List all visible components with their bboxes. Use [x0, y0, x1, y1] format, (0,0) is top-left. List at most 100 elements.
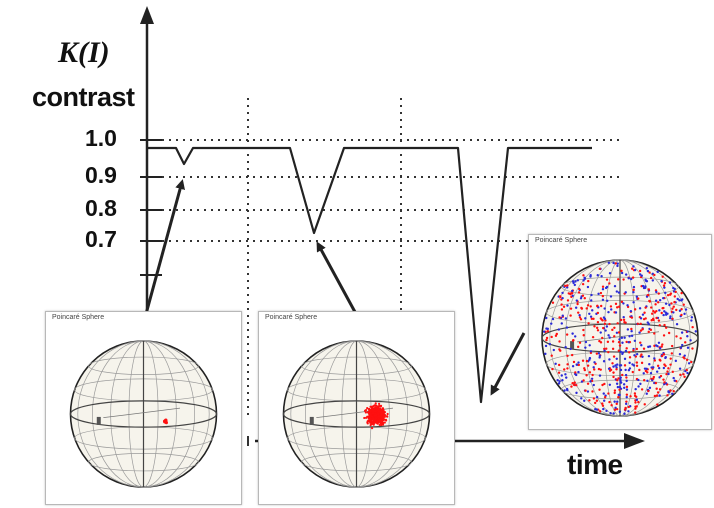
state-point	[381, 421, 385, 424]
y-tick-label-0-8: 0.8	[85, 195, 117, 221]
state-point	[672, 390, 675, 393]
state-point	[683, 357, 686, 360]
state-point	[606, 299, 609, 302]
state-point	[652, 309, 655, 313]
state-point	[620, 271, 624, 275]
state-point	[588, 371, 592, 374]
poincare-panel-2: Poincaré Sphere	[258, 311, 455, 505]
state-point	[625, 400, 628, 403]
state-point	[634, 401, 637, 404]
state-point	[664, 302, 668, 305]
state-point	[612, 371, 615, 374]
state-point	[639, 382, 642, 386]
state-point	[616, 322, 619, 325]
state-point	[634, 411, 637, 414]
state-point	[378, 408, 381, 411]
state-point	[685, 358, 689, 362]
state-point	[683, 312, 686, 316]
state-point	[643, 311, 646, 314]
state-point	[625, 395, 628, 399]
poincare-panel-3: Poincaré Sphere	[528, 234, 712, 430]
state-point	[557, 328, 561, 331]
state-point	[643, 378, 646, 382]
state-point	[613, 284, 617, 288]
state-point	[632, 349, 635, 352]
state-point	[681, 298, 684, 301]
state-point	[620, 336, 624, 340]
state-point	[587, 322, 590, 325]
state-point	[618, 385, 622, 389]
state-point	[619, 368, 623, 372]
state-point	[605, 347, 608, 350]
state-point	[673, 300, 676, 304]
state-point	[163, 420, 167, 424]
state-point	[622, 315, 625, 319]
state-point	[643, 286, 647, 290]
state-point	[655, 309, 658, 313]
state-point	[558, 340, 561, 343]
state-point	[648, 271, 651, 274]
state-point	[669, 389, 672, 392]
state-point	[558, 316, 561, 319]
state-point	[635, 398, 639, 402]
state-point	[591, 309, 594, 312]
state-point	[544, 344, 548, 348]
state-point	[577, 361, 580, 364]
state-point	[379, 422, 382, 425]
state-point	[566, 354, 569, 358]
state-point	[380, 408, 383, 411]
state-point	[663, 381, 666, 384]
state-point	[641, 313, 645, 316]
axis-line	[103, 407, 181, 419]
state-point	[682, 303, 685, 306]
state-point	[599, 304, 603, 308]
state-point	[574, 306, 578, 309]
state-point	[669, 292, 673, 295]
state-point	[603, 349, 606, 352]
state-point	[570, 292, 574, 295]
state-point	[625, 379, 628, 383]
state-point	[631, 276, 635, 279]
state-point	[617, 349, 621, 352]
state-point	[577, 363, 580, 367]
state-point	[645, 266, 649, 270]
state-point	[630, 327, 633, 331]
state-point	[551, 317, 555, 321]
state-point	[661, 275, 664, 278]
state-point	[617, 305, 621, 308]
state-point	[575, 373, 578, 377]
poincare-sphere-1	[69, 340, 218, 488]
state-point	[601, 404, 605, 407]
state-point	[673, 295, 677, 298]
state-point	[632, 364, 636, 367]
state-point	[648, 386, 652, 390]
state-point	[363, 416, 366, 420]
state-point	[634, 387, 637, 391]
state-point	[673, 379, 676, 382]
state-point	[655, 370, 659, 373]
state-point	[661, 343, 664, 346]
state-point	[593, 368, 596, 371]
state-point	[565, 376, 568, 379]
state-point	[602, 392, 605, 395]
state-point	[598, 267, 601, 271]
state-point	[662, 378, 665, 381]
state-point	[597, 367, 601, 371]
state-point	[575, 384, 578, 387]
state-point	[571, 365, 575, 368]
state-point	[690, 319, 693, 322]
state-point	[645, 392, 648, 395]
state-point	[593, 401, 597, 405]
state-point	[566, 299, 570, 302]
state-point	[364, 416, 368, 419]
state-point	[380, 423, 383, 427]
state-point	[608, 271, 612, 275]
state-point	[621, 352, 624, 356]
state-point	[373, 421, 376, 424]
state-point	[671, 392, 674, 395]
state-point	[608, 400, 611, 404]
state-point	[608, 383, 612, 386]
state-point	[636, 297, 640, 300]
state-point	[369, 419, 372, 422]
state-point	[566, 363, 569, 366]
